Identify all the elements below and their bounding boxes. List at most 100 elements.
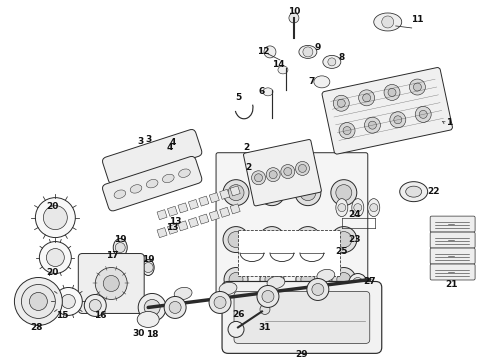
Ellipse shape xyxy=(278,66,288,74)
Bar xyxy=(230,204,240,214)
Circle shape xyxy=(343,127,351,135)
Bar xyxy=(178,221,188,231)
Circle shape xyxy=(307,279,329,301)
Circle shape xyxy=(95,267,127,300)
Ellipse shape xyxy=(352,199,364,217)
Circle shape xyxy=(228,231,244,248)
Ellipse shape xyxy=(314,76,330,88)
Circle shape xyxy=(338,204,346,212)
Bar xyxy=(209,211,220,221)
Circle shape xyxy=(339,123,355,139)
Circle shape xyxy=(84,294,106,316)
Circle shape xyxy=(89,300,101,311)
Circle shape xyxy=(410,79,425,95)
Text: 3: 3 xyxy=(145,135,151,144)
Bar xyxy=(178,203,188,213)
Text: 25: 25 xyxy=(336,247,348,256)
Circle shape xyxy=(298,165,306,172)
Circle shape xyxy=(229,273,243,287)
Bar xyxy=(199,214,209,224)
Circle shape xyxy=(264,231,280,248)
Text: 16: 16 xyxy=(94,311,106,320)
Circle shape xyxy=(265,273,279,287)
Circle shape xyxy=(257,285,279,307)
Ellipse shape xyxy=(219,282,237,294)
FancyBboxPatch shape xyxy=(430,248,475,264)
Text: 2: 2 xyxy=(245,163,251,172)
FancyBboxPatch shape xyxy=(430,232,475,248)
Bar xyxy=(188,217,198,228)
Ellipse shape xyxy=(267,276,285,289)
Circle shape xyxy=(14,278,62,325)
Bar xyxy=(157,210,167,220)
Text: 13: 13 xyxy=(166,223,178,232)
FancyBboxPatch shape xyxy=(216,153,368,305)
Circle shape xyxy=(303,47,313,57)
Circle shape xyxy=(289,13,299,23)
Circle shape xyxy=(312,283,324,296)
Circle shape xyxy=(228,321,244,337)
Bar xyxy=(220,207,230,217)
Circle shape xyxy=(143,262,153,273)
Circle shape xyxy=(300,231,316,248)
FancyBboxPatch shape xyxy=(322,68,452,154)
Ellipse shape xyxy=(147,179,158,188)
Ellipse shape xyxy=(174,287,192,300)
Circle shape xyxy=(259,180,285,206)
Bar xyxy=(168,224,177,234)
Circle shape xyxy=(363,94,370,102)
Circle shape xyxy=(43,206,67,230)
Circle shape xyxy=(39,242,72,274)
Circle shape xyxy=(223,226,249,253)
Circle shape xyxy=(331,180,357,206)
Text: 20: 20 xyxy=(46,268,58,277)
Circle shape xyxy=(144,300,160,315)
Circle shape xyxy=(284,167,292,176)
Circle shape xyxy=(264,46,276,58)
Text: 17: 17 xyxy=(106,251,119,260)
Circle shape xyxy=(223,180,249,206)
Text: 18: 18 xyxy=(146,330,158,339)
Circle shape xyxy=(209,292,231,314)
Text: 30: 30 xyxy=(132,329,145,338)
Circle shape xyxy=(224,267,248,292)
Circle shape xyxy=(164,297,186,319)
Circle shape xyxy=(382,16,394,28)
Ellipse shape xyxy=(323,55,341,68)
Circle shape xyxy=(337,99,345,107)
Circle shape xyxy=(419,111,427,118)
Text: 12: 12 xyxy=(257,48,269,57)
Circle shape xyxy=(349,274,367,292)
Circle shape xyxy=(353,278,363,288)
Text: 13: 13 xyxy=(169,217,181,226)
Circle shape xyxy=(115,243,125,253)
Bar xyxy=(199,196,209,206)
Circle shape xyxy=(384,85,400,100)
Circle shape xyxy=(138,293,166,321)
Circle shape xyxy=(169,301,181,314)
Text: 1: 1 xyxy=(446,118,453,127)
Bar xyxy=(209,193,220,203)
FancyBboxPatch shape xyxy=(430,264,475,280)
FancyBboxPatch shape xyxy=(234,292,370,343)
Circle shape xyxy=(300,185,316,201)
Circle shape xyxy=(354,204,362,212)
Bar xyxy=(220,189,230,199)
Circle shape xyxy=(332,267,356,292)
Circle shape xyxy=(328,58,336,66)
Circle shape xyxy=(388,89,396,96)
Text: 28: 28 xyxy=(30,323,43,332)
Circle shape xyxy=(29,292,48,310)
Circle shape xyxy=(228,185,244,201)
Circle shape xyxy=(365,117,380,133)
Ellipse shape xyxy=(368,199,380,217)
Circle shape xyxy=(281,165,295,179)
Text: 21: 21 xyxy=(445,280,458,289)
Text: 5: 5 xyxy=(235,93,241,102)
FancyBboxPatch shape xyxy=(222,282,382,354)
Ellipse shape xyxy=(263,88,273,96)
Ellipse shape xyxy=(137,311,159,327)
Text: 24: 24 xyxy=(348,210,361,219)
Circle shape xyxy=(295,226,321,253)
Ellipse shape xyxy=(114,190,126,198)
